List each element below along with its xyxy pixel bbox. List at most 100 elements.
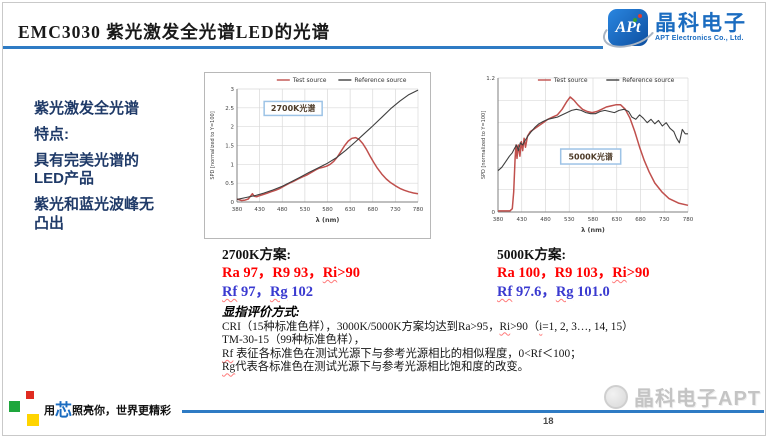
text-segment: Ri (322, 265, 338, 281)
svg-text:2.5: 2.5 (225, 106, 234, 112)
evaluation-method-block: 显指评价方式: CRI（15种标准色样），3000K/5000K方案均达到Ra>… (222, 305, 770, 375)
result-2700k-tm30-values: Rf 97，Rg 102 (222, 283, 360, 302)
result-5000k-cri-values: Ra 100，R9 103，Ri>90 (497, 264, 649, 283)
text-segment: 101.0 (573, 284, 610, 300)
svg-text:580: 580 (588, 217, 599, 223)
result-2700k-heading: 2700K方案: (222, 247, 291, 262)
evaluation-line-cri: CRI（15种标准色样），3000K/5000K方案均达到Ra>95，Ri>90… (222, 321, 770, 335)
company-name-cn: 晶科电子 (655, 12, 747, 35)
svg-text:Test source: Test source (292, 77, 327, 84)
svg-text:780: 780 (413, 207, 424, 213)
text-segment: Rg (555, 284, 574, 300)
result-2700k-cri-values: Ra 97，R9 93，Ri>90 (222, 264, 360, 283)
logo-dot-green (633, 18, 637, 22)
result-5000k-heading: 5000K方案: (497, 247, 566, 262)
svg-text:λ (nm): λ (nm) (581, 226, 605, 234)
svg-text:680: 680 (368, 207, 379, 213)
logo-text-block: 晶科电子 APT Electronics Co., Ltd. (655, 9, 747, 42)
text-segment: Ra 100，R9 103， (497, 265, 613, 281)
svg-text:430: 430 (517, 217, 528, 223)
spectrum-plot-2700k: 0 0.5 1 1.5 2 2.5 3 380 430 480 530 580 630 680 730 780… (210, 77, 424, 224)
chart-2700k-spectrum: 0 0.5 1 1.5 2 2.5 3 380 430 480 530 580 630 680 730 780… (204, 72, 431, 239)
feature-line: 紫光激发全光谱 (34, 100, 140, 117)
text-segment: Ri (499, 320, 511, 333)
svg-text:λ (nm): λ (nm) (316, 216, 340, 224)
svg-text:680: 680 (635, 217, 646, 223)
text-segment: 代表各标准色在测试光源下与参考光源相比饱和度的改变。 (235, 361, 529, 374)
svg-text:380: 380 (493, 217, 504, 223)
svg-text:0.5: 0.5 (225, 181, 234, 187)
text-segment: >90（ (510, 320, 540, 333)
result-block-2700k: 2700K方案: Ra 97，R9 93，Ri>90 Rf 97，Rg 102 (222, 245, 360, 302)
watermark: 晶科电子APT (604, 382, 761, 411)
svg-text:530: 530 (564, 217, 575, 223)
slogan-text: 用 (44, 405, 55, 417)
text-segment: 表征各标准色在测试光源下与参考光源相比的相似程度，0<Rf＜100； (233, 347, 582, 360)
text-segment: CRI（15种标准色样），3000K/5000K方案均达到Ra>95， (222, 320, 500, 333)
svg-text:430: 430 (254, 207, 265, 213)
feature-line: 具有完美光谱的LED产品 (34, 151, 140, 188)
text-segment: Rf (222, 347, 234, 360)
svg-text:SPD [normalized to Y=100]: SPD [normalized to Y=100] (481, 111, 487, 179)
result-5000k-tm30-values: Rf 97.6，Rg 101.0 (497, 283, 649, 302)
text-segment: Ra 97，R9 93， (222, 265, 323, 281)
evaluation-heading: 显指评价方式: (222, 305, 300, 319)
svg-text:530: 530 (300, 207, 311, 213)
svg-text:1.5: 1.5 (225, 144, 234, 150)
svg-text:0: 0 (231, 200, 235, 206)
text-segment: Rg (222, 361, 236, 374)
text-segment: Rg (269, 284, 288, 300)
feature-text-block: 紫光激发全光谱 特点: 具有完美光谱的LED产品 紫光和蓝光波峰无凸出 (34, 100, 168, 241)
svg-text:730: 730 (390, 207, 401, 213)
company-name-en: APT Electronics Co., Ltd. (655, 35, 744, 43)
footer-logo-green-square (9, 401, 20, 412)
footer-logo-yellow-square (27, 414, 39, 426)
logo-dot-red (638, 14, 642, 18)
text-segment: i (539, 320, 543, 333)
svg-text:1: 1 (231, 162, 235, 168)
text-segment: =1, 2, 3…, 14, 15） (542, 320, 634, 333)
text-segment: Rf (497, 284, 513, 300)
page-number: 18 (543, 416, 554, 427)
text-segment: 102 (287, 284, 314, 300)
svg-text:0: 0 (492, 210, 496, 216)
text-segment: Rf (222, 284, 238, 300)
feature-line: 紫光和蓝光波峰无凸出 (34, 196, 155, 232)
svg-text:SPD [normalized to Y=100]: SPD [normalized to Y=100] (210, 111, 216, 179)
svg-text:630: 630 (612, 217, 623, 223)
svg-text:Reference source: Reference source (354, 77, 406, 84)
svg-text:2: 2 (231, 125, 235, 131)
text-segment: >90 (337, 265, 360, 281)
chart-5000k-spectrum: 0 1.2 380 430 480 530 580 630 680 730 780 λ (nm) SPD… (460, 68, 695, 243)
footer-divider-line (182, 410, 764, 413)
result-block-5000k: 5000K方案: Ra 100，R9 103，Ri>90 Rf 97.6，Rg … (497, 245, 649, 302)
text-segment: 97， (237, 284, 270, 300)
svg-text:Reference source: Reference source (622, 77, 674, 84)
text-segment: Ri (612, 265, 627, 281)
watermark-logo-icon (604, 384, 628, 409)
svg-text:1.2: 1.2 (486, 76, 495, 82)
slogan-chip-char: 芯 (55, 401, 72, 420)
text-segment: >90 (626, 265, 650, 281)
svg-text:730: 730 (659, 217, 670, 223)
text-segment: 97.6， (512, 284, 556, 300)
svg-text:Test source: Test source (553, 77, 588, 84)
evaluation-line-rg: Rg代表各标准色在测试光源下与参考光源相比饱和度的改变。 (222, 361, 770, 375)
company-logo: APt 晶科电子 APT Electronics Co., Ltd. (598, 8, 747, 54)
svg-text:780: 780 (683, 217, 694, 223)
svg-text:380: 380 (232, 207, 243, 213)
slogan-text: 照亮你，世界更精彩 (72, 405, 171, 417)
svg-text:480: 480 (277, 207, 288, 213)
svg-text:2700K光谱: 2700K光谱 (271, 103, 315, 113)
spectrum-plot-5000k: 0 1.2 380 430 480 530 580 630 680 730 780 λ (nm) SPD… (481, 76, 694, 234)
logo-swoosh-icon (598, 8, 662, 54)
text-segment: TM-30-15（99种标准色样）， (222, 334, 366, 347)
evaluation-line-tm30: TM-30-15（99种标准色样）， (222, 334, 770, 348)
evaluation-line-rf: Rf 表征各标准色在测试光源下与参考光源相比的相似程度，0<Rf＜100； (222, 348, 770, 362)
footer-slogan: 用芯照亮你，世界更精彩 (44, 396, 171, 421)
feature-line: 特点: (34, 125, 69, 143)
svg-text:3: 3 (231, 87, 235, 93)
title-underline (3, 46, 603, 49)
page-title: EMC3030 紫光激发全光谱LED的光谱 (18, 22, 331, 42)
